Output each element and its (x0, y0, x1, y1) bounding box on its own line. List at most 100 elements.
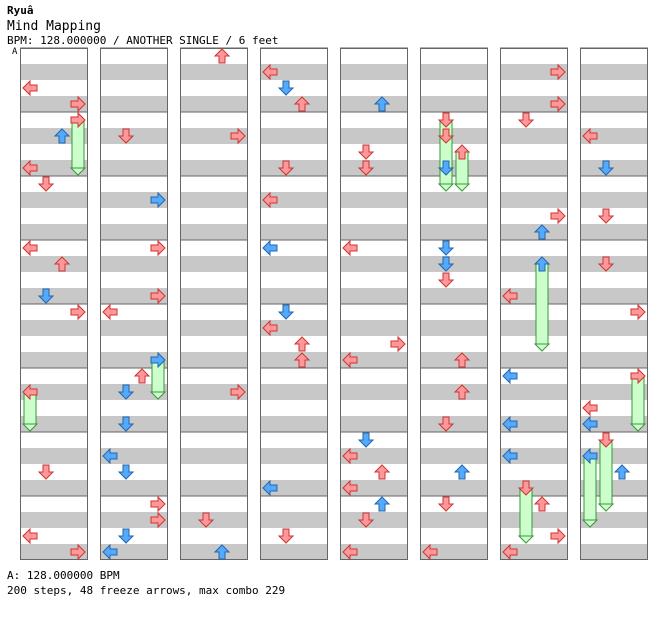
beat-stripe (180, 64, 248, 80)
freeze-arrow-tail (149, 391, 167, 400)
step-arrow-left (342, 239, 358, 257)
freeze-arrow-tail (533, 343, 551, 352)
step-arrow-down (117, 528, 135, 544)
beat-stripe (580, 64, 648, 80)
step-arrow-right (230, 383, 246, 401)
beat-stripe (580, 384, 648, 400)
beat-stripe (180, 512, 248, 528)
step-arrow-up (53, 128, 71, 144)
step-arrow-left (342, 447, 358, 465)
beat-stripe (20, 384, 88, 400)
chart-column-border (340, 48, 408, 560)
beat-stripe (340, 128, 408, 144)
beat-stripe (500, 512, 568, 528)
beat-stripe (340, 416, 408, 432)
step-arrow-up (613, 464, 631, 480)
step-arrow-up (453, 352, 471, 368)
beat-stripe (580, 192, 648, 208)
beat-stripe (500, 288, 568, 304)
beat-stripe (340, 160, 408, 176)
beat-stripe (20, 352, 88, 368)
step-arrow-right (390, 335, 406, 353)
beat-stripe (180, 160, 248, 176)
beat-stripe (260, 128, 328, 144)
beat-stripe (100, 384, 168, 400)
chart-column-border (420, 48, 488, 560)
beat-stripe (420, 256, 488, 272)
beat-stripe (260, 352, 328, 368)
step-arrow-right (150, 239, 166, 257)
beat-stripe (260, 480, 328, 496)
step-arrow-right (150, 495, 166, 513)
beat-stripe (580, 128, 648, 144)
chart-column-border (260, 48, 328, 560)
beat-stripe (100, 256, 168, 272)
beat-stripe (340, 224, 408, 240)
step-arrow-down (437, 240, 455, 256)
step-arrow-down (357, 160, 375, 176)
step-arrow-right (70, 303, 86, 321)
beat-stripe (100, 128, 168, 144)
step-arrow-down (37, 176, 55, 192)
step-arrow-up (453, 384, 471, 400)
step-arrow-right (70, 543, 86, 561)
beat-stripe (500, 128, 568, 144)
beat-stripe (580, 224, 648, 240)
step-arrow-left (262, 63, 278, 81)
beat-stripe (100, 448, 168, 464)
step-arrow-right (550, 207, 566, 225)
beat-stripe (100, 512, 168, 528)
step-arrow-down (517, 480, 535, 496)
chart-column-border (500, 48, 568, 560)
beat-stripe (20, 320, 88, 336)
beat-stripe (180, 224, 248, 240)
step-arrow-left (22, 159, 38, 177)
step-arrow-up (293, 352, 311, 368)
step-arrow-right (230, 127, 246, 145)
beat-stripe (340, 480, 408, 496)
beat-stripe (500, 416, 568, 432)
step-arrow-right (550, 527, 566, 545)
freeze-arrow-tail (453, 183, 471, 192)
beat-stripe (340, 448, 408, 464)
beat-stripe (500, 352, 568, 368)
beat-stripe (420, 224, 488, 240)
beat-stripe (420, 320, 488, 336)
freeze-arrow-tail (517, 535, 535, 544)
step-arrow-up (533, 496, 551, 512)
chart-column-border (180, 48, 248, 560)
beat-stripe (340, 256, 408, 272)
step-arrow-up (53, 256, 71, 272)
step-arrow-left (262, 191, 278, 209)
step-arrow-down (37, 464, 55, 480)
step-arrow-down (117, 416, 135, 432)
beat-stripe (340, 96, 408, 112)
step-arrow-left (502, 415, 518, 433)
beat-stripe (500, 96, 568, 112)
beat-stripe (260, 512, 328, 528)
beat-stripe (180, 128, 248, 144)
step-arrow-down (437, 272, 455, 288)
beat-stripe (20, 128, 88, 144)
step-arrow-up (453, 464, 471, 480)
beat-stripe (20, 416, 88, 432)
step-arrow-right (70, 95, 86, 113)
beat-stripe (100, 224, 168, 240)
step-arrow-right (550, 63, 566, 81)
beat-stripe (100, 64, 168, 80)
beat-stripe (260, 384, 328, 400)
step-arrow-left (342, 479, 358, 497)
step-arrow-down (597, 208, 615, 224)
beat-stripe (20, 192, 88, 208)
step-arrow-down (37, 288, 55, 304)
beat-stripe (420, 288, 488, 304)
beat-stripe (260, 96, 328, 112)
freeze-arrow-tail (581, 519, 599, 528)
beat-stripe (20, 544, 88, 560)
freeze-arrow-tail (629, 423, 647, 432)
step-arrow-left (102, 303, 118, 321)
step-arrow-down (597, 432, 615, 448)
step-arrow-down (277, 304, 295, 320)
beat-stripe (580, 256, 648, 272)
step-arrow-up (293, 336, 311, 352)
